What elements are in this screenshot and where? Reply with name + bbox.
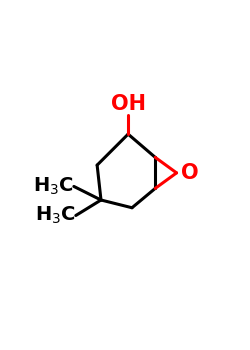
Text: H$_3$C: H$_3$C [35,205,76,226]
Text: H$_3$C: H$_3$C [33,176,74,197]
Text: OH: OH [110,94,146,114]
Text: O: O [181,163,198,183]
